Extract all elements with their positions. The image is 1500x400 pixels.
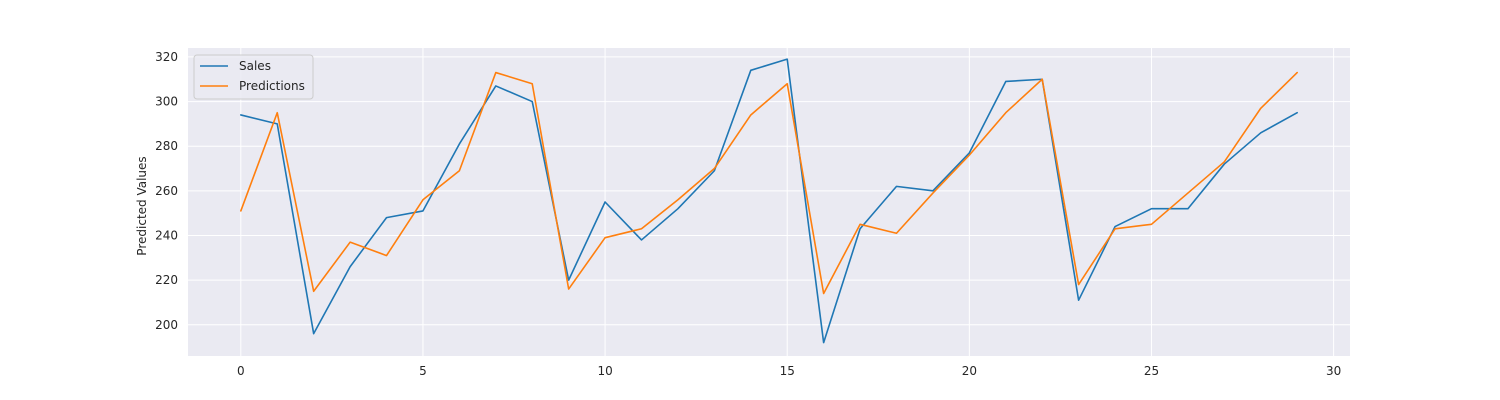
plot-area bbox=[188, 48, 1350, 356]
y-tick-label: 280 bbox=[155, 139, 178, 153]
x-tick-label: 0 bbox=[237, 364, 245, 378]
legend-label-predictions: Predictions bbox=[239, 79, 305, 93]
grid-lines bbox=[188, 48, 1350, 356]
series-line-predictions bbox=[240, 71, 1298, 295]
y-tick-label: 260 bbox=[155, 184, 178, 198]
series-lines bbox=[240, 58, 1298, 344]
x-tick-label: 25 bbox=[1144, 364, 1159, 378]
x-tick-label: 30 bbox=[1326, 364, 1341, 378]
y-axis-label: Predicted Values bbox=[135, 156, 149, 255]
x-axis-ticks: 0 5 10 15 20 25 30 bbox=[237, 364, 1341, 378]
x-tick-label: 5 bbox=[419, 364, 427, 378]
legend: Sales Predictions bbox=[193, 54, 314, 100]
y-tick-label: 300 bbox=[155, 95, 178, 109]
x-tick-label: 20 bbox=[962, 364, 977, 378]
series-line-sales bbox=[240, 58, 1298, 344]
x-tick-label: 15 bbox=[780, 364, 795, 378]
y-tick-label: 320 bbox=[155, 50, 178, 64]
legend-label-sales: Sales bbox=[239, 59, 271, 73]
y-tick-label: 240 bbox=[155, 228, 178, 242]
y-axis-ticks: 200 220 240 260 280 300 320 bbox=[155, 50, 178, 332]
y-tick-label: 220 bbox=[155, 273, 178, 287]
y-tick-label: 200 bbox=[155, 318, 178, 332]
x-tick-label: 10 bbox=[597, 364, 612, 378]
